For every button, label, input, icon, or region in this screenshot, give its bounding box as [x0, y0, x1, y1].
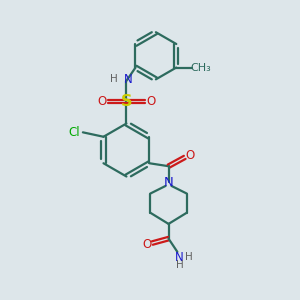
- Text: N: N: [175, 251, 184, 264]
- Text: N: N: [164, 176, 173, 189]
- Text: S: S: [121, 94, 132, 109]
- Text: O: O: [97, 95, 106, 108]
- Text: O: O: [142, 238, 152, 251]
- Text: H: H: [185, 252, 193, 262]
- Text: O: O: [185, 149, 195, 162]
- Text: CH₃: CH₃: [190, 63, 211, 73]
- Text: H: H: [176, 260, 184, 270]
- Text: Cl: Cl: [69, 126, 80, 139]
- Text: O: O: [147, 95, 156, 108]
- Text: H: H: [110, 74, 118, 84]
- Text: N: N: [124, 73, 132, 86]
